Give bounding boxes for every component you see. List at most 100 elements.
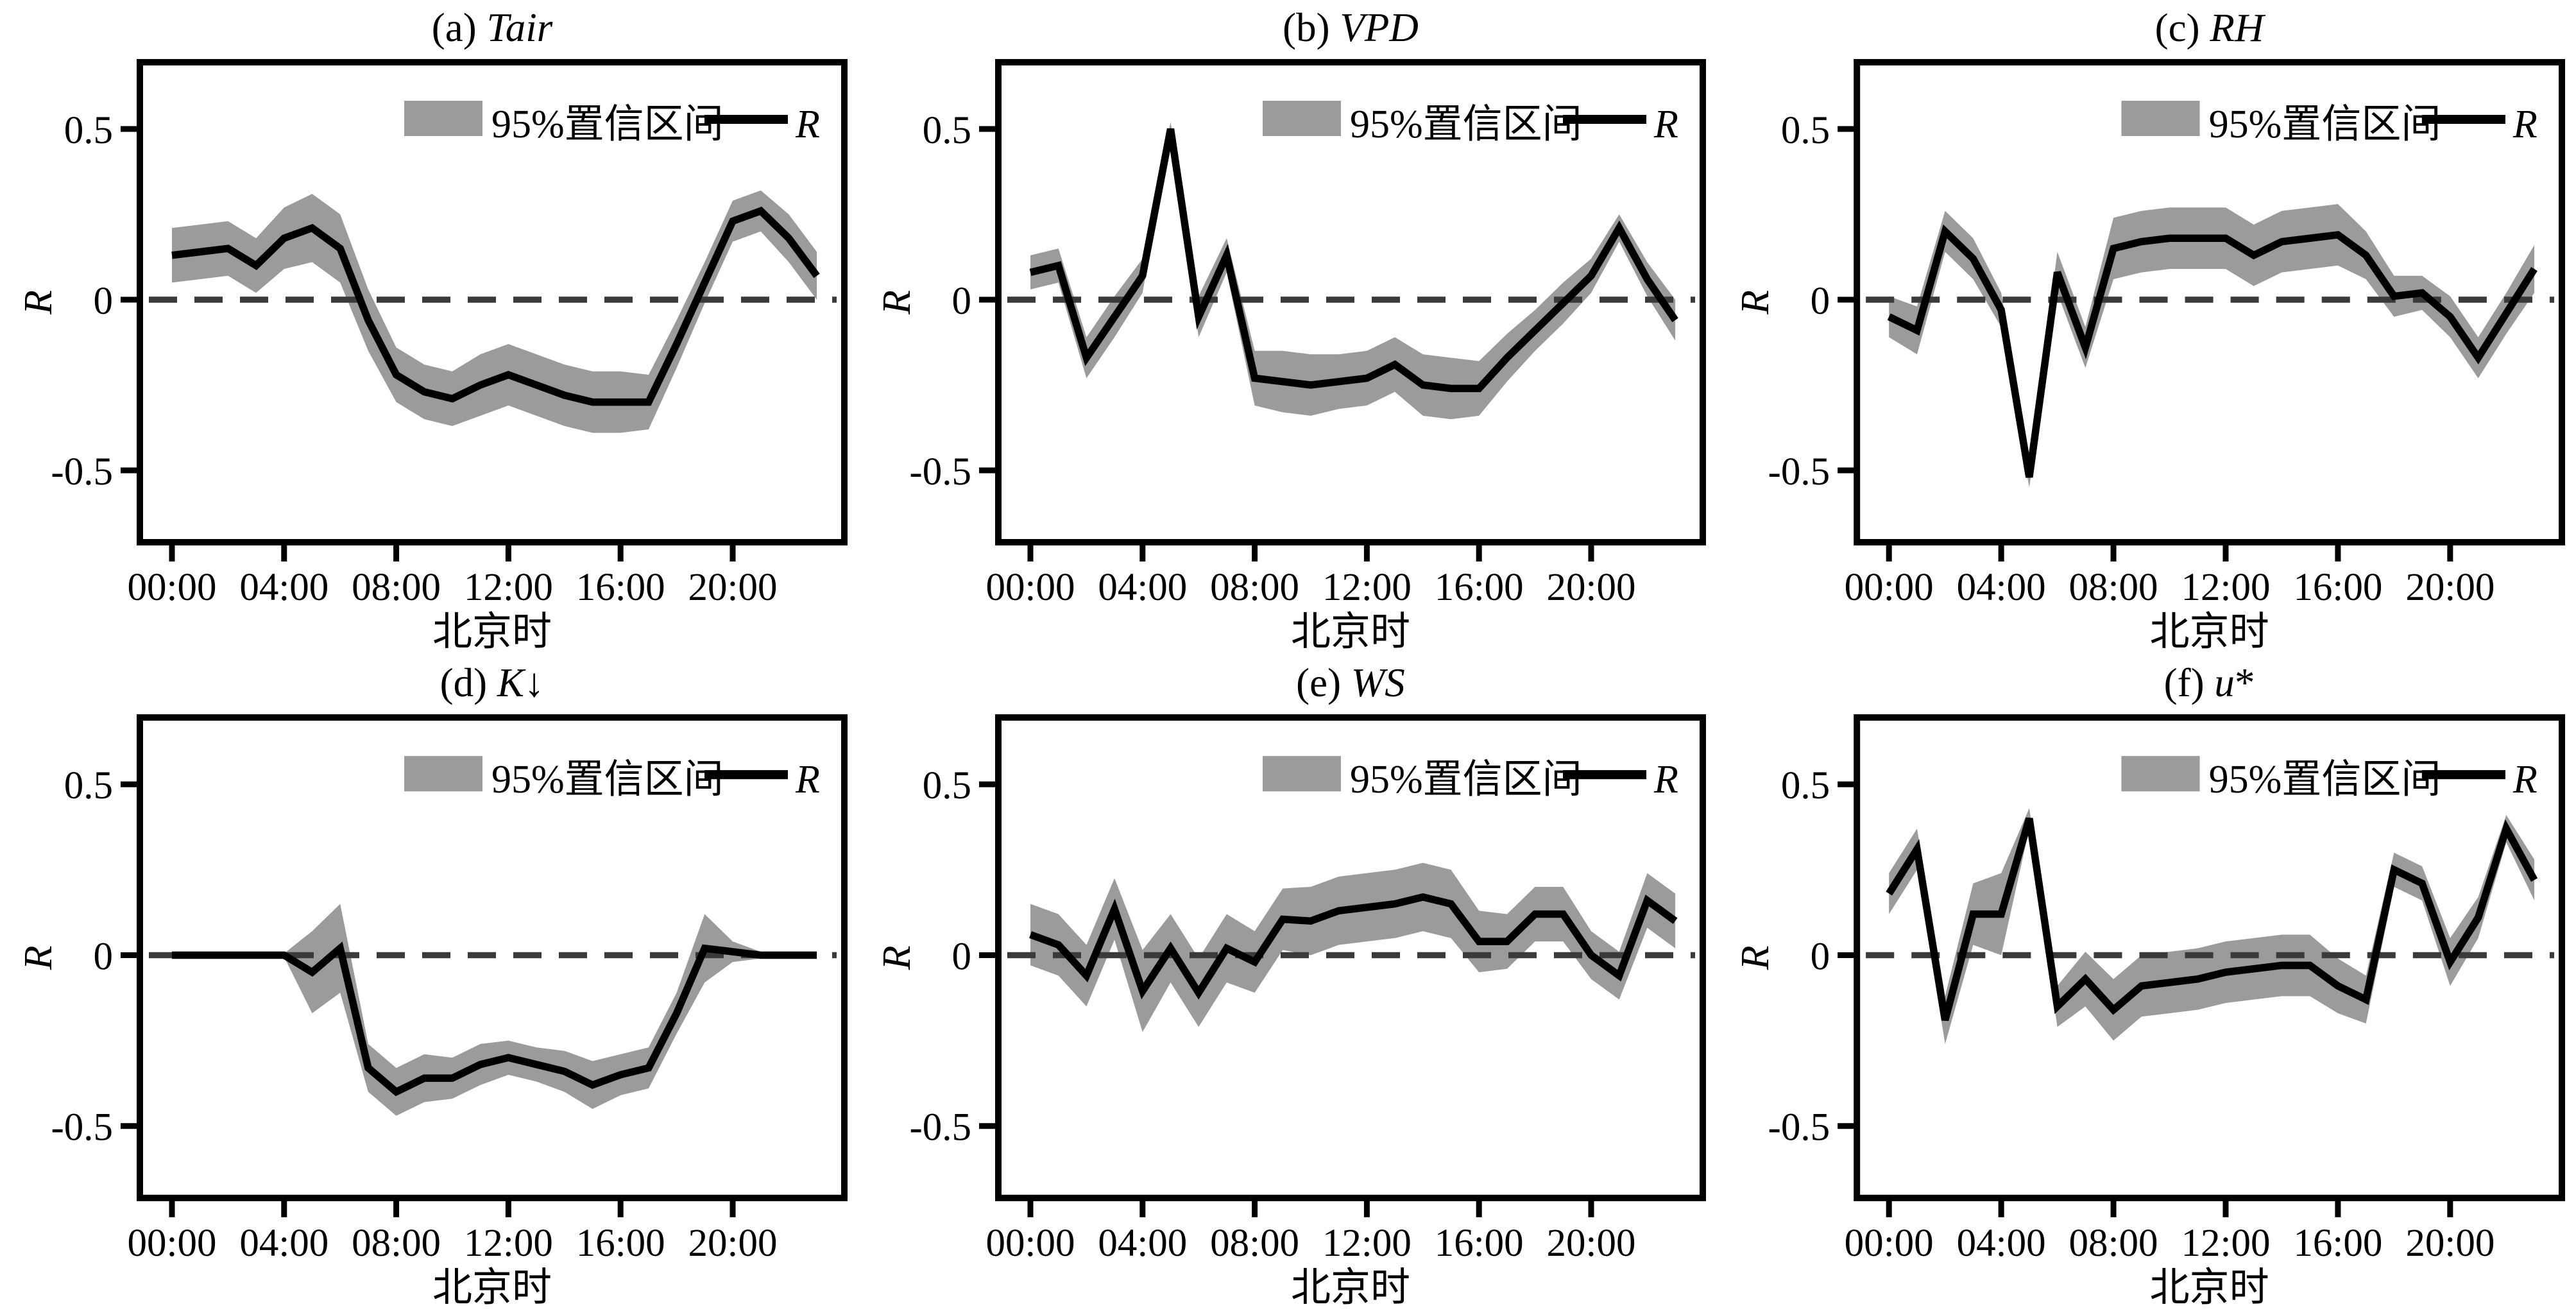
panel-title-variable: VPD <box>1340 5 1418 50</box>
y-tick-label: 0.5 <box>64 109 113 152</box>
legend-band-swatch <box>1263 756 1341 792</box>
panel-title-variable: u <box>2214 660 2235 705</box>
legend-band-swatch <box>1263 101 1341 136</box>
x-tick-label: 12:00 <box>464 566 553 609</box>
r-line <box>1029 893 1678 1000</box>
x-tick-label: 08:00 <box>1210 1222 1299 1265</box>
x-tick-label: 00:00 <box>986 1222 1075 1265</box>
confidence-band <box>1030 122 1676 420</box>
legend-band-swatch <box>404 101 482 136</box>
confidence-band <box>172 190 817 433</box>
y-axis-label: R <box>1734 946 1777 971</box>
panel-d-chart: 00:00 04:00 08:00 12:00 16:00 20:00 0.5 0 -0.5 R 北… <box>17 660 848 1310</box>
x-tick-label: 20:00 <box>2405 566 2495 609</box>
y-tick-label: -0.5 <box>909 450 971 493</box>
legend-line-label: R <box>1653 103 1678 146</box>
x-tick-label: 20:00 <box>1547 1222 1636 1265</box>
panel-title-prefix: (f) <box>2164 660 2215 705</box>
x-tick-label: 16:00 <box>2293 1222 2382 1265</box>
x-tick-label: 00:00 <box>128 1222 217 1265</box>
x-tick-label: 08:00 <box>1210 566 1299 609</box>
y-tick-label: 0 <box>93 935 113 978</box>
panel-title-prefix: (a) <box>432 5 487 50</box>
panel-c-chart: 00:00 04:00 08:00 12:00 16:00 20:00 0.5 0 -0.5 R 北… <box>1734 5 2565 654</box>
r-line <box>171 207 820 406</box>
x-tick-label: 08:00 <box>352 566 441 609</box>
x-tick-label: 12:00 <box>2181 1222 2270 1265</box>
x-tick-label: 04:00 <box>1957 566 2046 609</box>
panel-title: (f) u* <box>2164 660 2255 705</box>
legend-band-label: 95%置信区间 <box>1350 103 1582 146</box>
panel-title: (a) Tair <box>432 5 553 50</box>
x-tick-label: 04:00 <box>239 566 328 609</box>
y-tick-label: -0.5 <box>1768 1106 1830 1149</box>
panel-title-variable: WS <box>1351 660 1405 705</box>
panel-title-prefix: (c) <box>2155 5 2210 50</box>
legend-band-label: 95%置信区间 <box>1350 758 1582 801</box>
legend-line-label: R <box>795 758 820 801</box>
x-tick-label: 00:00 <box>1845 566 1934 609</box>
y-tick-label: -0.5 <box>1768 450 1830 493</box>
r-line <box>1886 817 2538 1022</box>
panel-title: (e) WS <box>1296 660 1405 705</box>
panel-title-variable: K <box>497 660 526 705</box>
legend-band-swatch <box>2121 756 2200 792</box>
x-tick-label: 12:00 <box>464 1222 553 1265</box>
panel-title-variable: RH <box>2209 5 2266 50</box>
legend-band-label: 95%置信区间 <box>2209 758 2441 801</box>
y-tick-label: 0 <box>951 935 971 978</box>
y-tick-label: -0.5 <box>909 1106 971 1149</box>
x-axis-label: 北京时 <box>2150 610 2269 654</box>
panel-title-prefix: (b) <box>1283 5 1340 50</box>
panel-title-suffix: * <box>2235 660 2255 705</box>
x-tick-label: 04:00 <box>1098 566 1187 609</box>
x-axis-label: 北京时 <box>432 1266 552 1310</box>
y-axis-label: R <box>875 946 919 971</box>
panel-a-chart: 00:00 04:00 08:00 12:00 16:00 20:00 0.5 0 -0.5 R 北… <box>17 5 848 654</box>
legend-line-label: R <box>795 103 820 146</box>
legend-band-swatch <box>2121 101 2200 136</box>
y-tick-label: 0.5 <box>1781 764 1830 807</box>
x-tick-label: 16:00 <box>576 1222 665 1265</box>
legend-band-label: 95%置信区间 <box>491 758 724 801</box>
legend-band-label: 95%置信区间 <box>491 103 724 146</box>
legend-line-label: R <box>2512 103 2538 146</box>
panel-title-prefix: (e) <box>1296 660 1351 705</box>
confidence-band <box>1030 862 1676 1033</box>
legend-line-label: R <box>2512 758 2538 801</box>
legend-line-label: R <box>1653 758 1678 801</box>
x-tick-label: 20:00 <box>688 566 778 609</box>
x-tick-label: 08:00 <box>352 1222 441 1265</box>
legend-band-swatch <box>404 756 482 792</box>
x-axis-label: 北京时 <box>1291 1266 1410 1310</box>
r-line <box>172 941 817 1097</box>
panel-title-suffix: ↓ <box>524 660 545 705</box>
confidence-band <box>1889 808 2535 1044</box>
x-tick-label: 04:00 <box>1098 1222 1187 1265</box>
panel-e-chart: 00:00 04:00 08:00 12:00 16:00 20:00 0.5 0 -0.5 R 北… <box>875 660 1706 1310</box>
y-axis-label: R <box>875 290 919 315</box>
x-tick-label: 00:00 <box>986 566 1075 609</box>
x-tick-label: 16:00 <box>576 566 665 609</box>
panel-title: (b) VPD <box>1283 5 1419 50</box>
x-axis-label: 北京时 <box>1291 610 1410 654</box>
panel-b-chart: 00:00 04:00 08:00 12:00 16:00 20:00 0.5 0 -0.5 R 北… <box>875 5 1706 654</box>
y-axis-label: R <box>1734 290 1777 315</box>
x-tick-label: 12:00 <box>2181 566 2270 609</box>
x-tick-label: 20:00 <box>1547 566 1636 609</box>
x-tick-label: 20:00 <box>2405 1222 2495 1265</box>
confidence-band <box>172 904 817 1116</box>
panel-title-prefix: (d) <box>440 660 497 705</box>
x-axis-label: 北京时 <box>432 610 552 654</box>
y-tick-label: 0.5 <box>64 764 113 807</box>
y-axis-label: R <box>17 946 60 971</box>
panel-title-variable: Tair <box>486 5 552 50</box>
x-tick-label: 04:00 <box>1957 1222 2046 1265</box>
x-tick-label: 08:00 <box>2069 566 2158 609</box>
x-tick-label: 12:00 <box>1322 566 1412 609</box>
y-tick-label: 0.5 <box>1781 109 1830 152</box>
x-tick-label: 20:00 <box>688 1222 778 1265</box>
x-tick-label: 16:00 <box>1435 1222 1524 1265</box>
x-axis-label: 北京时 <box>2150 1266 2269 1310</box>
y-tick-label: 0.5 <box>923 109 971 152</box>
